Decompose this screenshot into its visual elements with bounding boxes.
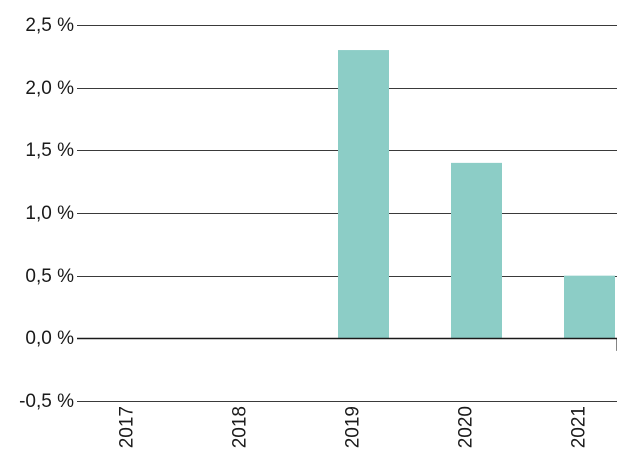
x-tick-label: 2017: [117, 406, 138, 448]
x-axis-tick-labels: 2017 2018 2019 2020 2021: [117, 406, 590, 448]
bar-2021-series-1: [564, 275, 615, 339]
y-tick-label: 1,0 %: [25, 203, 74, 224]
y-tick-label: 1,5 %: [25, 140, 74, 161]
x-tick-label: 2020: [456, 406, 477, 448]
x-tick-label: 2021: [569, 406, 590, 448]
y-tick-label: 2,5 %: [25, 15, 74, 36]
y-tick-label: 0,0 %: [25, 328, 74, 349]
bar-2020-series-1: [451, 162, 502, 339]
y-tick-label: -0,5 %: [19, 391, 74, 412]
y-tick-label: 0,5 %: [25, 266, 74, 287]
y-axis-tick-labels: -0,5 % 0,0 % 0,5 % 1,0 % 1,5 % 2,0 % 2,5 %: [19, 15, 74, 412]
x-tick-label: 2018: [230, 406, 251, 448]
bars: [338, 50, 617, 351]
x-tick-label: 2019: [343, 406, 364, 448]
bar-2019-series-1: [338, 50, 389, 339]
y-tick-label: 2,0 %: [25, 78, 74, 99]
